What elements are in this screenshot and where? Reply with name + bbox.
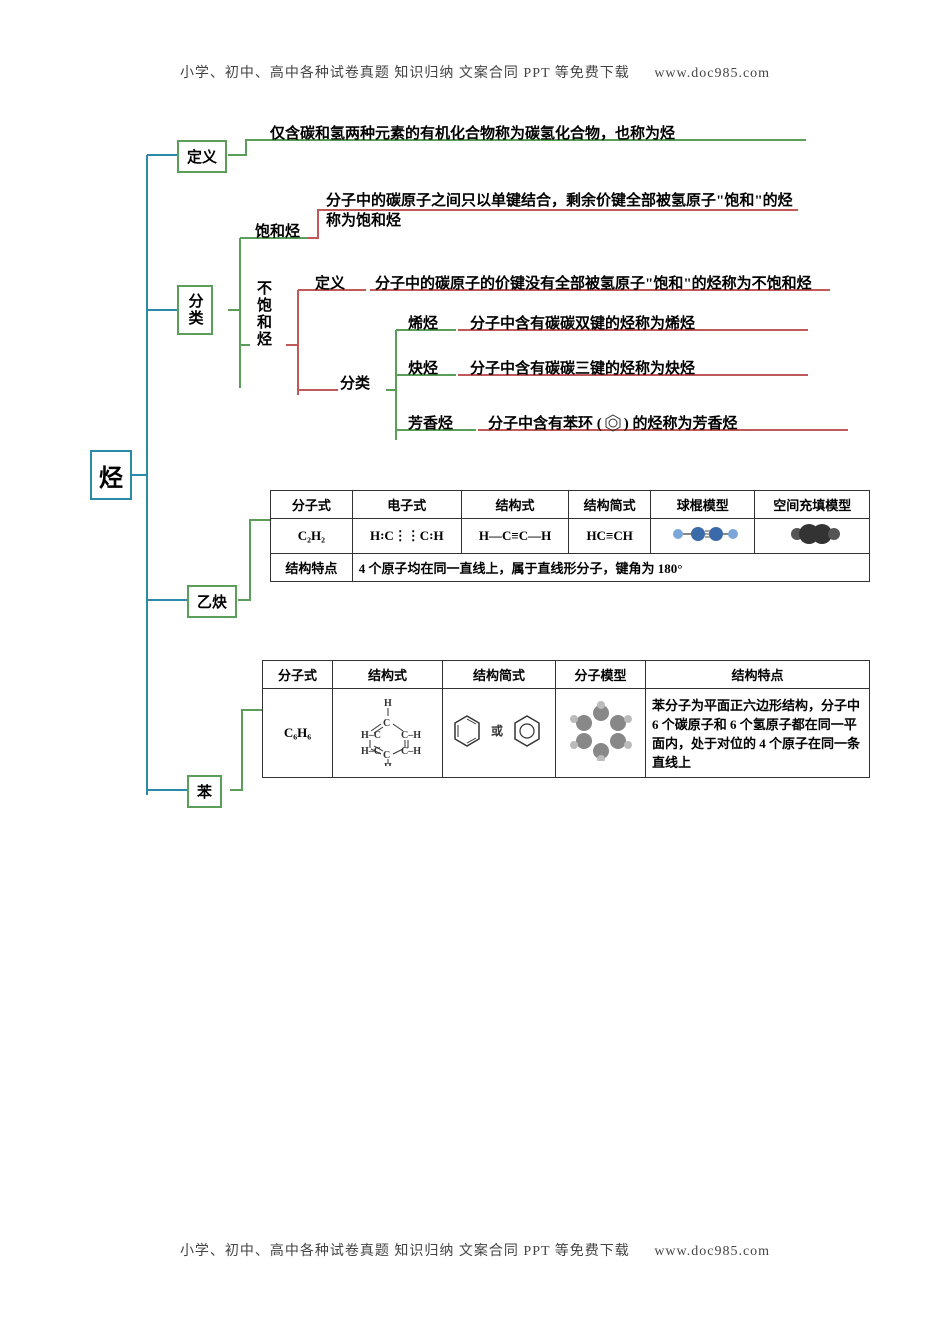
t2-h1: 结构式 [333,661,443,689]
t1-r0: C₂H₂ [271,519,353,554]
fangxiang-label: 芳香烃 [408,412,453,433]
fangxiang-pre: 分子中含有苯环 ( [488,412,602,433]
ben-label: 苯 [197,781,212,802]
footer-url: www.doc985.com [654,1244,770,1259]
page-header: 小学、初中、高中各种试卷真题 知识归纳 文案合同 PPT 等免费下载 www.d… [0,62,950,82]
space-fill-model-icon [755,519,870,554]
node-dingyi: 定义 [177,140,227,173]
fangxiang-desc: 分子中含有苯环 ( ) 的烃称为芳香烃 [488,412,738,433]
root-node: 烃 [90,450,132,500]
sub-fenlei-label: 分类 [340,372,370,393]
t1-h4: 球棍模型 [651,491,755,519]
benzene-structural-icon: H C H–C C–H H–C C–H [333,689,443,778]
benzene-model-icon [556,689,646,778]
svg-text:C: C [383,750,390,761]
table-row: 分子式 电子式 结构式 结构简式 球棍模型 空间充填模型 [271,491,870,519]
node-ben: 苯 [187,775,222,808]
svg-text:C–H: C–H [401,746,421,757]
svg-text:H–C: H–C [361,730,381,741]
svg-text:C–H: C–H [401,730,421,741]
baohe-desc: 分子中的碳原子之间只以单键结合，剩余价键全部被氢原子"饱和"的烃称为饱和烃 [326,192,806,231]
t2-h3: 分子模型 [556,661,646,689]
t1-h1: 电子式 [352,491,461,519]
table-row: 结构特点 4 个原子均在同一直线上，属于直线形分子，键角为 180° [271,554,870,582]
svg-text:C: C [383,718,390,729]
baoheting-label: 饱和烃 [255,220,300,241]
header-text: 小学、初中、高中各种试卷真题 知识归纳 文案合同 PPT 等免费下载 [180,66,630,81]
t1-h0: 分子式 [271,491,353,519]
benzene-table: 分子式 结构式 结构简式 分子模型 结构特点 C₆H₆ H C H–C [262,660,870,778]
dingyi-desc: 仅含碳和氢两种元素的有机化合物称为碳氢化合物，也称为烃 [270,122,675,143]
table-row: C₆H₆ H C H–C C–H H–C [263,689,870,778]
t1-r2text: 4 个原子均在同一直线上，属于直线形分子，键角为 180° [352,554,869,582]
queting-label: 炔烃 [408,357,438,378]
xiting-label: 烯烃 [408,312,438,333]
t2-h4: 结构特点 [646,661,870,689]
t2-formula: C₆H₆ [263,689,333,778]
or-text: 或 [491,723,503,738]
benzene-ring-icon [604,414,622,432]
bubaohe-label: 不饱和烃 [252,280,273,348]
t2-h2: 结构简式 [443,661,556,689]
concept-diagram: 烃 定义 分类 乙炔 苯 仅含碳和氢两种元素的有机化合物称为碳氢化合物，也称为烃… [90,130,890,850]
bubaohe-def: 分子中的碳原子的价键没有全部被氢原子"饱和"的烃称为不饱和烃 [375,272,812,293]
svg-text:H: H [384,698,392,709]
sub-dingyi-label: 定义 [315,272,345,293]
fenlei-label: 分类 [185,293,206,327]
yigui-label: 乙炔 [197,591,227,612]
t1-h5: 空间充填模型 [755,491,870,519]
t1-r2: H—C≡C—H [461,519,568,554]
t1-r1: H꞉C⋮⋮C꞉H [352,519,461,554]
t2-feature: 苯分子为平面正六边形结构，分子中 6 个碳原子和 6 个氢原子都在同一平面内，处… [646,689,870,778]
root-label: 烃 [99,458,123,493]
t1-h3: 结构简式 [569,491,651,519]
svg-text:H: H [384,762,392,766]
svg-text:H–C: H–C [361,746,381,757]
t1-r3: HC≡CH [569,519,651,554]
node-fenlei: 分类 [177,285,213,335]
benzene-simplified-icon: 或 [443,689,556,778]
xiting-desc: 分子中含有碳碳双键的烃称为烯烃 [470,312,695,333]
table-row: 分子式 结构式 结构简式 分子模型 结构特点 [263,661,870,689]
acetylene-table: 分子式 电子式 结构式 结构简式 球棍模型 空间充填模型 C₂H₂ H꞉C⋮⋮C… [270,490,870,582]
t1-r2label: 结构特点 [271,554,353,582]
t1-h2: 结构式 [461,491,568,519]
dingyi-label: 定义 [187,146,217,167]
header-url: www.doc985.com [654,66,770,81]
t2-h0: 分子式 [263,661,333,689]
fangxiang-post: ) 的烃称为芳香烃 [624,412,738,433]
footer-text: 小学、初中、高中各种试卷真题 知识归纳 文案合同 PPT 等免费下载 [180,1244,630,1259]
table-row: C₂H₂ H꞉C⋮⋮C꞉H H—C≡C—H HC≡CH [271,519,870,554]
node-yigui: 乙炔 [187,585,237,618]
ball-stick-model-icon [651,519,755,554]
page-footer: 小学、初中、高中各种试卷真题 知识归纳 文案合同 PPT 等免费下载 www.d… [0,1240,950,1260]
queting-desc: 分子中含有碳碳三键的烃称为炔烃 [470,357,695,378]
